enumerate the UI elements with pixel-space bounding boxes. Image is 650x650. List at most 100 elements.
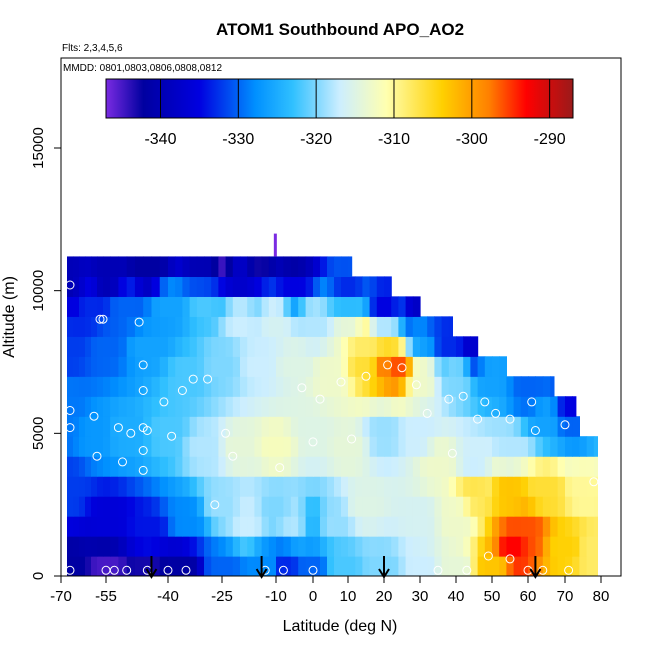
heatmap-cell bbox=[232, 316, 241, 337]
heatmap-cell bbox=[247, 376, 255, 397]
heatmap-cell bbox=[268, 276, 277, 297]
heatmap-cell bbox=[305, 376, 314, 397]
heatmap-cell bbox=[196, 436, 205, 457]
heatmap-cell bbox=[182, 336, 191, 357]
heatmap-cell bbox=[520, 456, 529, 477]
heatmap-cell bbox=[168, 256, 176, 277]
chart-title: ATOM1 Southbound APO_AO2 bbox=[216, 20, 464, 39]
heatmap-cell bbox=[168, 476, 176, 497]
observation-point bbox=[278, 565, 288, 575]
heatmap-cell bbox=[470, 396, 479, 417]
heatmap-cell bbox=[211, 516, 219, 537]
heatmap-cell bbox=[506, 476, 515, 497]
observation-point bbox=[138, 386, 148, 395]
heatmap-cell bbox=[398, 476, 407, 497]
heatmap-cell bbox=[189, 476, 198, 497]
heatmap-cell bbox=[405, 516, 414, 537]
heatmap-cell bbox=[327, 436, 335, 457]
heatmap-cell bbox=[189, 316, 198, 337]
heatmap-cell bbox=[182, 436, 191, 457]
heatmap-cell bbox=[283, 276, 292, 297]
observation-point bbox=[480, 397, 490, 407]
heatmap-cell bbox=[268, 296, 277, 317]
heatmap-cell bbox=[268, 436, 277, 457]
heatmap-cell bbox=[520, 396, 529, 417]
heatmap-cell bbox=[268, 496, 277, 517]
heatmap-cell bbox=[67, 436, 74, 457]
heatmap-cell bbox=[189, 276, 198, 297]
heatmap-cell bbox=[298, 356, 307, 377]
heatmap-cell bbox=[97, 476, 104, 497]
heatmap-cell bbox=[420, 376, 428, 397]
heatmap-cell bbox=[276, 556, 284, 576]
heatmap-cell bbox=[247, 456, 255, 477]
heatmap-cell bbox=[477, 436, 486, 457]
heatmap-cell bbox=[341, 556, 349, 576]
heatmap-cell bbox=[143, 396, 153, 417]
heatmap-cell bbox=[276, 276, 284, 297]
arrow-marker bbox=[529, 556, 542, 579]
heatmap-cell bbox=[391, 456, 399, 477]
heatmap-cell bbox=[384, 336, 392, 357]
heatmap-cell bbox=[283, 256, 292, 277]
heatmap-cell bbox=[182, 276, 191, 297]
heatmap-cell bbox=[572, 516, 580, 537]
heatmap-cell bbox=[579, 496, 588, 517]
colorbar-tick-label: -340 bbox=[144, 131, 176, 148]
heatmap-cell bbox=[520, 436, 529, 457]
heatmap-cell bbox=[261, 476, 270, 497]
heatmap-cell bbox=[376, 316, 385, 337]
heatmap-cell bbox=[327, 396, 335, 417]
heatmap-cell bbox=[463, 416, 471, 437]
heatmap-cell bbox=[492, 456, 500, 477]
heatmap-cell bbox=[420, 336, 428, 357]
heatmap-cell bbox=[492, 396, 500, 417]
heatmap-cell bbox=[151, 556, 161, 576]
heatmap-cell bbox=[305, 516, 314, 537]
heatmap-cell bbox=[211, 376, 219, 397]
colorbar-tick-label: -320 bbox=[300, 131, 332, 148]
heatmap-cell bbox=[85, 496, 92, 517]
heatmap-cell bbox=[327, 476, 335, 497]
heatmap-cell bbox=[151, 296, 161, 317]
heatmap-cell bbox=[126, 456, 136, 477]
heatmap-cell bbox=[118, 336, 128, 357]
heatmap-cell bbox=[126, 496, 136, 517]
heatmap-cell bbox=[240, 496, 248, 517]
heatmap-cell bbox=[327, 316, 335, 337]
heatmap-cell bbox=[225, 296, 234, 317]
heatmap-cell bbox=[320, 316, 328, 337]
heatmap-cell bbox=[348, 376, 356, 397]
heatmap-cell bbox=[441, 456, 450, 477]
heatmap-cell bbox=[470, 496, 479, 517]
heatmap-cell bbox=[196, 376, 205, 397]
heatmap-cell bbox=[348, 396, 356, 417]
heatmap-cell bbox=[182, 416, 191, 437]
heatmap-cell bbox=[448, 456, 457, 477]
observation-point bbox=[92, 451, 102, 461]
heatmap-cell bbox=[103, 296, 111, 317]
heatmap-cell bbox=[218, 496, 227, 517]
heatmap-cell bbox=[369, 356, 378, 377]
heatmap-cell bbox=[355, 396, 363, 417]
heatmap-cell bbox=[412, 496, 421, 517]
heatmap-cell bbox=[305, 316, 314, 337]
observation-point bbox=[589, 477, 599, 487]
heatmap-cell bbox=[348, 496, 356, 517]
heatmap-cell bbox=[159, 396, 169, 417]
heatmap-cell bbox=[218, 516, 227, 537]
heatmap-cell bbox=[85, 316, 92, 337]
heatmap-cell bbox=[477, 536, 486, 557]
heatmap-cell bbox=[355, 276, 363, 297]
heatmap-cell bbox=[232, 556, 241, 576]
heatmap-cell bbox=[376, 276, 385, 297]
heatmap-cell bbox=[499, 476, 507, 497]
heatmap-cell bbox=[550, 416, 559, 437]
heatmap-cell bbox=[334, 276, 342, 297]
heatmap-cell bbox=[355, 376, 363, 397]
heatmap-cell bbox=[334, 436, 342, 457]
heatmap-cell bbox=[376, 416, 385, 437]
heatmap-cell bbox=[232, 256, 241, 277]
heatmap-cell bbox=[298, 416, 307, 437]
heatmap-cell bbox=[492, 536, 500, 557]
